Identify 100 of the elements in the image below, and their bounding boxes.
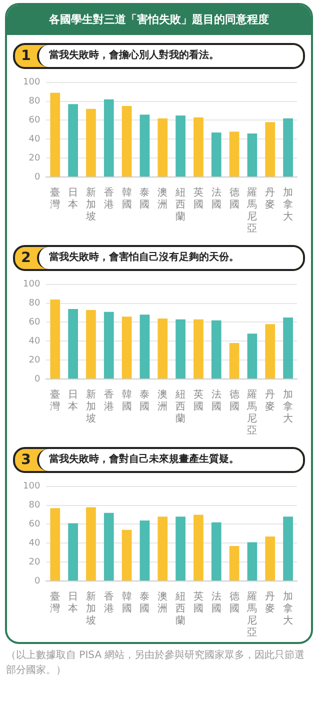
- x-tick-label: 臺灣: [50, 388, 60, 413]
- x-tick-label: 香港: [104, 388, 114, 413]
- x-tick-label: 泰國: [140, 390, 150, 413]
- bar: [211, 132, 222, 176]
- x-tick-label: 德國: [229, 188, 240, 211]
- bar: [194, 319, 204, 378]
- x-tick-label: 法國: [211, 590, 222, 615]
- bar: [265, 122, 276, 176]
- bar: [211, 522, 222, 580]
- y-tick-label: 40: [28, 336, 40, 347]
- x-tick-label: 法國: [211, 186, 222, 211]
- x-tick-label: 英國: [193, 388, 204, 413]
- x-tick-label: 法國: [211, 388, 222, 413]
- x-tick-label: 香港: [104, 186, 114, 211]
- y-tick-label: 0: [34, 374, 40, 384]
- x-tick-label: 泰國: [140, 592, 150, 615]
- y-tick-label: 40: [28, 134, 40, 145]
- bar: [158, 318, 168, 378]
- bar: [194, 514, 204, 580]
- chart-subtitle: 當我失敗時，會擔心別人對我的看法。: [37, 45, 303, 67]
- bar: [176, 516, 186, 580]
- y-tick-label: 20: [28, 557, 40, 568]
- chart-subtitle: 當我失敗時，會害怕自己沒有足夠的天份。: [37, 247, 303, 269]
- x-tick-label: 加拿大: [283, 186, 294, 223]
- bar: [229, 546, 240, 580]
- x-tick-label: 香港: [104, 590, 114, 615]
- bar: [86, 310, 96, 378]
- bar: [265, 324, 276, 378]
- bar: [194, 117, 204, 176]
- y-tick-label: 100: [22, 78, 40, 88]
- y-tick-label: 100: [22, 482, 40, 492]
- y-tick-label: 60: [28, 318, 40, 328]
- bar: [247, 334, 258, 378]
- x-tick-label: 澳洲: [158, 590, 168, 615]
- bar: [122, 316, 132, 378]
- x-tick-label: 加拿大: [283, 388, 294, 425]
- y-tick-label: 60: [28, 520, 40, 530]
- bar: [86, 507, 96, 580]
- bar: [140, 520, 150, 580]
- x-tick-label: 羅馬尼亞: [246, 592, 258, 639]
- y-tick-label: 0: [34, 576, 40, 586]
- y-tick-label: 0: [34, 172, 40, 182]
- bar: [176, 319, 186, 378]
- bar: [104, 312, 114, 378]
- chart-title: 各國學生對三道「害怕失敗」題目的同意程度: [7, 5, 311, 35]
- y-tick-label: 60: [28, 116, 40, 126]
- text: 1: [20, 48, 32, 64]
- x-tick-label: 澳洲: [158, 388, 168, 413]
- bar: [122, 106, 132, 176]
- bar: [176, 116, 186, 176]
- bar: [229, 132, 240, 176]
- x-tick-label: 丹麥: [265, 592, 276, 615]
- x-tick-label: 新加坡: [84, 590, 96, 627]
- x-tick-label: 紐西蘭: [174, 188, 186, 223]
- bar: [140, 314, 150, 378]
- bar: [104, 99, 114, 176]
- bar: [158, 118, 168, 176]
- chart-subtitle: 當我失敗時，會對自己未來規畫產生質疑。: [37, 449, 303, 471]
- y-tick-label: 80: [28, 96, 40, 107]
- bar: [229, 343, 240, 378]
- y-tick-label: 40: [28, 538, 40, 549]
- x-tick-label: 德國: [229, 390, 240, 413]
- bar: [50, 92, 60, 176]
- y-tick-label: 80: [28, 298, 40, 309]
- text: （以上數據取自 PISA 網站，另由於參與研究國家眾多，因此只節選部分國家。）: [6, 648, 306, 678]
- bar: [283, 118, 293, 176]
- bar: [68, 308, 78, 378]
- bar: [68, 523, 78, 580]
- x-tick-label: 日本: [68, 592, 78, 615]
- x-tick-label: 日本: [68, 188, 78, 211]
- x-tick-label: 丹麥: [265, 188, 276, 211]
- x-tick-label: 加拿大: [283, 590, 294, 627]
- y-tick-label: 20: [28, 153, 40, 164]
- x-tick-label: 英國: [193, 186, 204, 211]
- x-tick-label: 韓國: [122, 590, 132, 615]
- x-tick-label: 新加坡: [84, 186, 96, 223]
- bar: [140, 114, 150, 176]
- bar: [247, 133, 258, 176]
- bar: [158, 516, 168, 580]
- x-tick-label: 新加坡: [84, 388, 96, 425]
- bar: [68, 104, 78, 176]
- bar: [50, 300, 60, 378]
- x-tick-label: 羅馬尼亞: [246, 188, 258, 235]
- text: 2: [20, 250, 32, 266]
- bar: [283, 318, 293, 378]
- x-tick-label: 泰國: [140, 188, 150, 211]
- bar: [283, 516, 293, 580]
- x-tick-label: 日本: [68, 390, 78, 413]
- x-tick-label: 英國: [193, 590, 204, 615]
- y-tick-label: 20: [28, 355, 40, 366]
- x-tick-label: 紐西蘭: [174, 390, 186, 425]
- x-tick-label: 羅馬尼亞: [246, 390, 258, 437]
- bar: [86, 108, 96, 176]
- x-tick-label: 丹麥: [265, 390, 276, 413]
- x-tick-label: 韓國: [122, 388, 132, 413]
- bar: [104, 512, 114, 580]
- bar: [122, 530, 132, 580]
- bar: [50, 508, 60, 580]
- bar: [211, 320, 222, 378]
- x-tick-label: 臺灣: [50, 186, 60, 211]
